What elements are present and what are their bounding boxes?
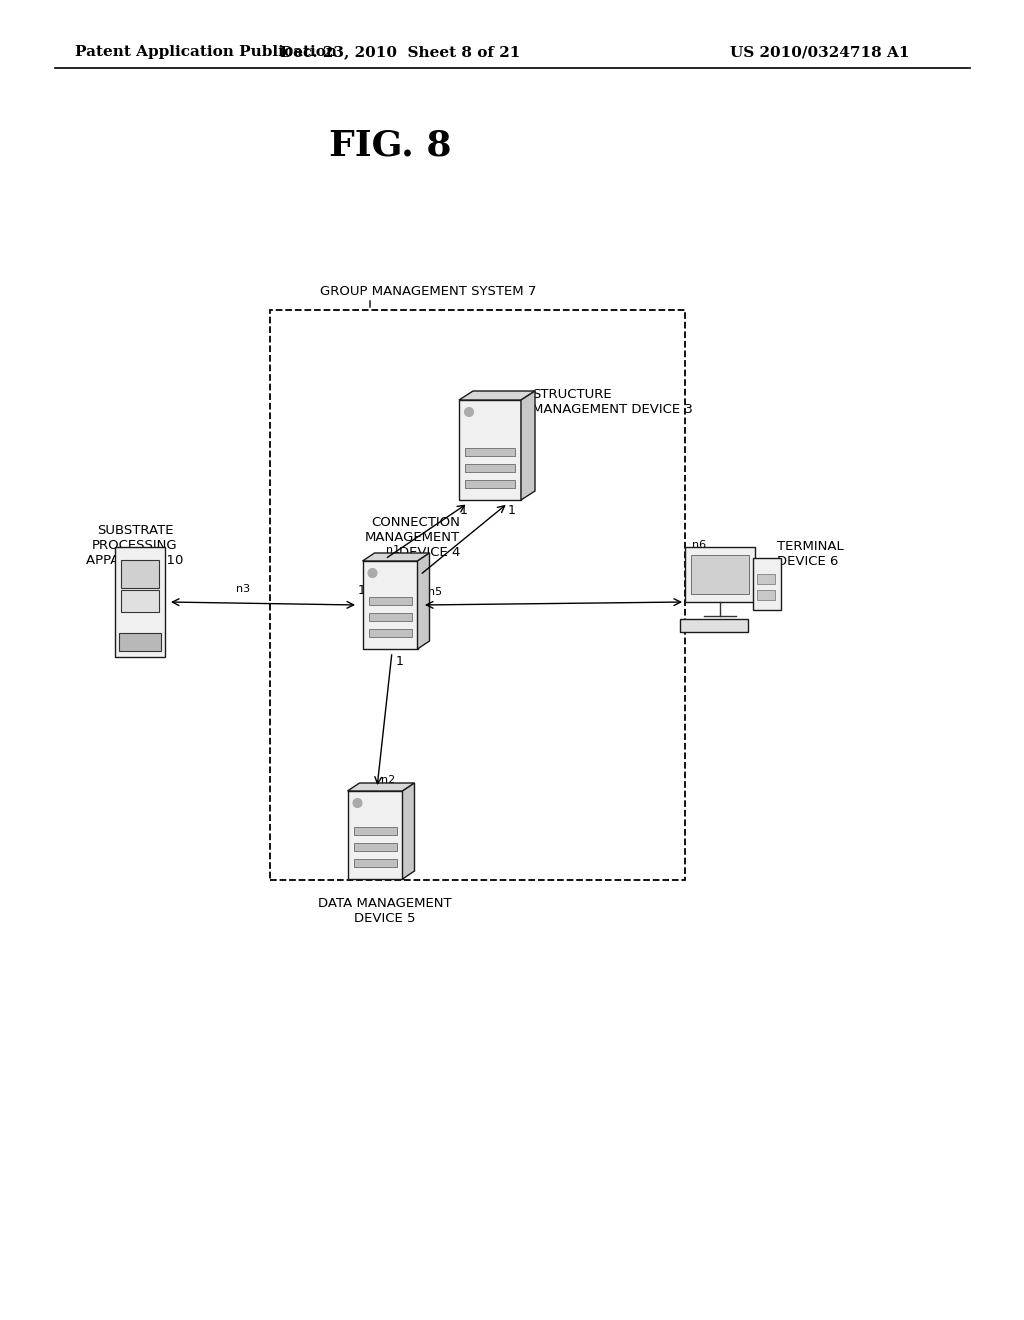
Bar: [121, 590, 159, 612]
Text: SUBSTRATE
PROCESSING
APPARATUS 10: SUBSTRATE PROCESSING APPARATUS 10: [86, 524, 183, 568]
Polygon shape: [418, 553, 429, 649]
Bar: [685, 546, 755, 602]
Bar: [753, 558, 781, 610]
Text: TERMINAL
DEVICE 6: TERMINAL DEVICE 6: [777, 540, 844, 568]
Polygon shape: [459, 391, 535, 400]
Bar: [347, 791, 402, 879]
Bar: [465, 465, 515, 473]
Polygon shape: [362, 553, 429, 561]
Bar: [465, 447, 515, 455]
Bar: [270, 310, 685, 880]
Bar: [757, 590, 775, 601]
Text: Patent Application Publication: Patent Application Publication: [75, 45, 337, 59]
Text: n2: n2: [381, 775, 395, 785]
Text: n3: n3: [236, 583, 250, 594]
Text: STRUCTURE
MANAGEMENT DEVICE 3: STRUCTURE MANAGEMENT DEVICE 3: [532, 388, 693, 416]
Text: n5: n5: [428, 587, 442, 597]
Bar: [465, 480, 515, 488]
Bar: [119, 634, 161, 651]
Text: DATA MANAGEMENT
DEVICE 5: DATA MANAGEMENT DEVICE 5: [318, 898, 452, 925]
Text: 1: 1: [460, 504, 468, 517]
Bar: [369, 630, 412, 638]
Bar: [121, 560, 159, 587]
Polygon shape: [347, 783, 415, 791]
Text: 1: 1: [358, 583, 366, 597]
Circle shape: [353, 799, 362, 808]
Bar: [353, 843, 396, 851]
Bar: [459, 400, 521, 500]
Bar: [353, 859, 396, 867]
Bar: [691, 554, 749, 594]
Text: 1: 1: [508, 504, 516, 517]
Bar: [369, 597, 412, 605]
Text: n6: n6: [692, 540, 707, 550]
Bar: [757, 574, 775, 583]
Bar: [115, 546, 165, 657]
Polygon shape: [402, 783, 415, 879]
Text: n1: n1: [386, 545, 400, 554]
Circle shape: [368, 569, 377, 578]
Text: GROUP MANAGEMENT SYSTEM 7: GROUP MANAGEMENT SYSTEM 7: [319, 285, 537, 298]
Text: FIG. 8: FIG. 8: [329, 128, 452, 162]
Polygon shape: [521, 391, 535, 500]
Bar: [353, 828, 396, 836]
Text: 1: 1: [396, 655, 403, 668]
Text: n4: n4: [687, 587, 701, 597]
Text: CONNECTION
MANAGEMENT
DEVICE 4: CONNECTION MANAGEMENT DEVICE 4: [365, 516, 460, 558]
Bar: [362, 561, 418, 649]
Text: Dec. 23, 2010  Sheet 8 of 21: Dec. 23, 2010 Sheet 8 of 21: [280, 45, 520, 59]
Circle shape: [465, 408, 473, 417]
Bar: [680, 619, 748, 632]
Text: US 2010/0324718 A1: US 2010/0324718 A1: [730, 45, 909, 59]
Bar: [369, 612, 412, 620]
